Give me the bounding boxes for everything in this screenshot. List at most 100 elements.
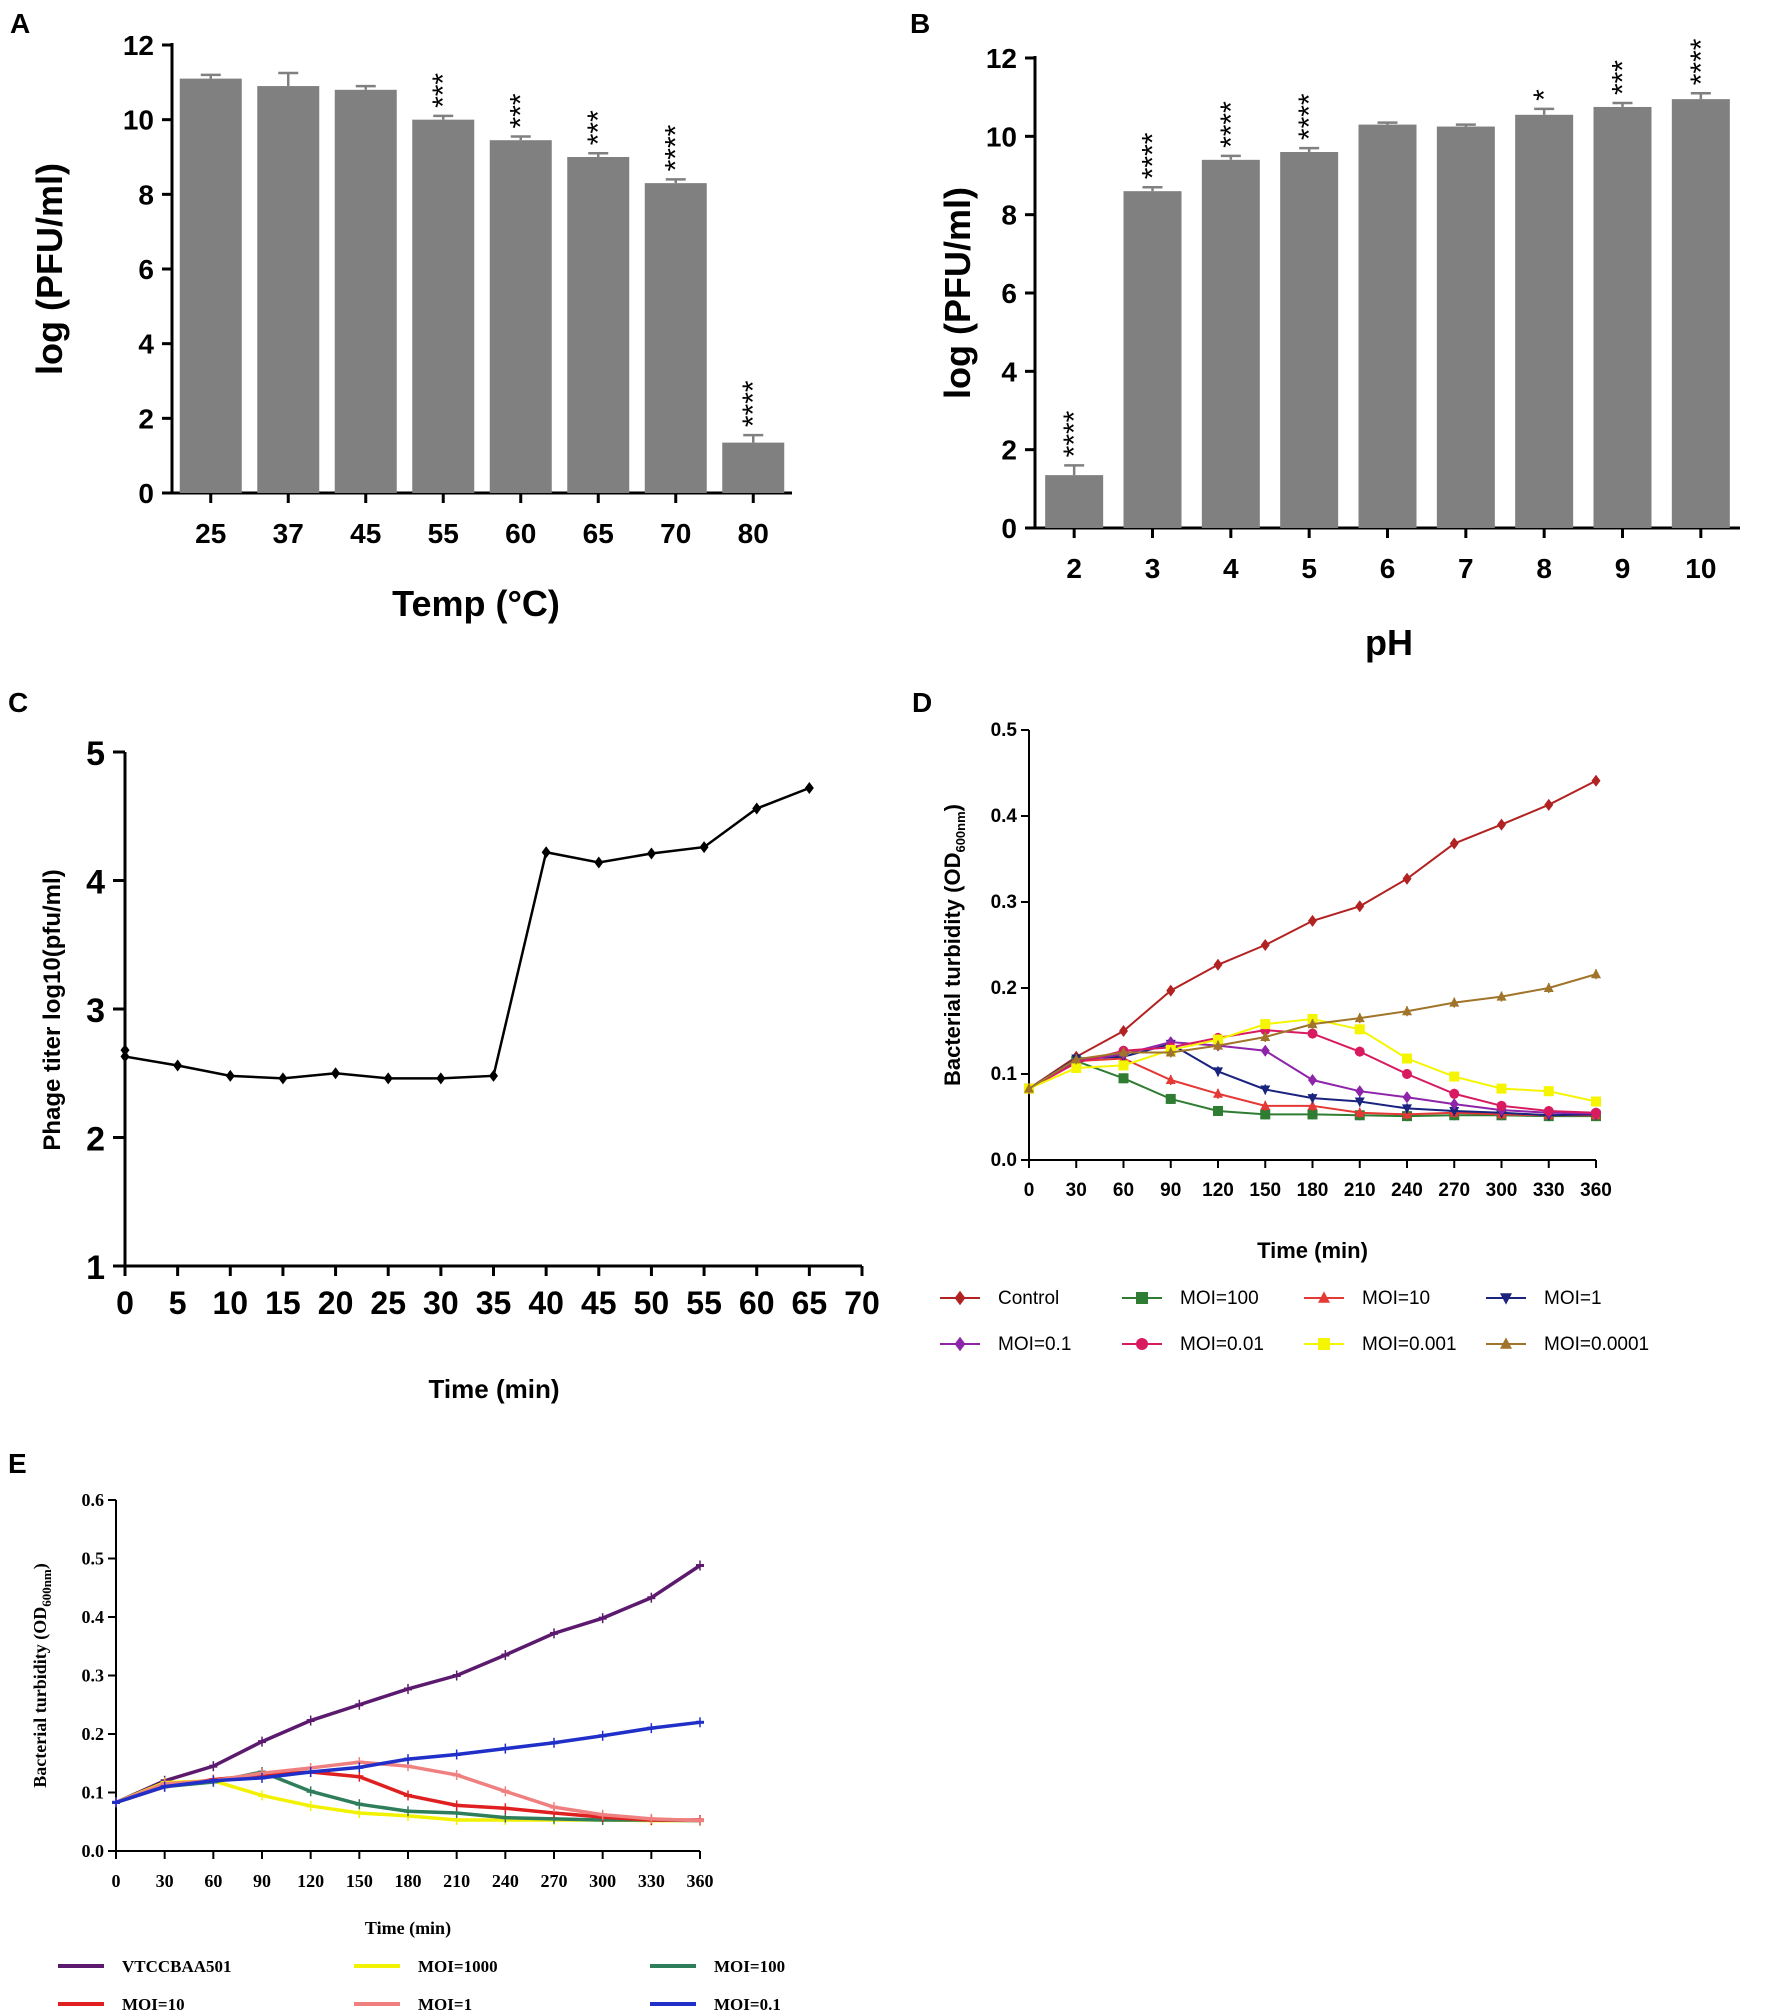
data-point <box>1260 1044 1270 1057</box>
x-tick-label: 60 <box>739 1285 775 1321</box>
data-point <box>1307 1094 1318 1104</box>
data-point <box>1307 1028 1318 1039</box>
bar-60 <box>489 140 552 493</box>
data-point <box>1402 872 1412 885</box>
legend-label: MOI=0.1 <box>714 1995 781 2014</box>
legend-item: MOI=0.1 <box>650 1995 781 2014</box>
data-point <box>1449 1098 1459 1111</box>
data-point <box>1024 1083 1034 1093</box>
data-point <box>1213 958 1223 971</box>
series-line <box>123 786 810 1080</box>
data-point <box>1497 818 1506 831</box>
y-tick-label: 0.1 <box>991 1064 1018 1085</box>
x-tick-label: 0 <box>112 1871 121 1891</box>
x-tick-label: 65 <box>583 518 614 549</box>
bar-10 <box>1671 99 1730 528</box>
data-point <box>699 841 709 854</box>
x-tick-label: 25 <box>370 1285 406 1321</box>
x-tick-label: 7 <box>1458 553 1474 584</box>
data-point <box>1308 914 1317 927</box>
data-point <box>1354 1012 1365 1023</box>
data-point <box>1260 1109 1271 1120</box>
x-tick-label: 30 <box>423 1285 459 1321</box>
data-point <box>120 1050 130 1063</box>
x-tick-label: 37 <box>273 518 304 549</box>
data-point <box>646 847 656 860</box>
x-tick-label: 4 <box>1223 553 1239 584</box>
data-point <box>1543 982 1554 992</box>
x-tick-label: 60 <box>505 518 536 549</box>
y-tick-label: 3 <box>86 992 105 1030</box>
bar-9 <box>1593 106 1652 528</box>
data-point <box>1449 837 1459 850</box>
legend-label: MOI=0.0001 <box>1544 1334 1649 1355</box>
data-point <box>1355 1085 1365 1098</box>
legend-label: MOI=0.01 <box>1180 1334 1264 1355</box>
x-tick-label: 360 <box>1580 1180 1612 1201</box>
y-tick-label: 0 <box>138 478 154 509</box>
x-tick-label: 150 <box>346 1871 373 1891</box>
x-tick-label: 30 <box>1066 1180 1087 1201</box>
data-point <box>1591 1096 1601 1107</box>
x-tick-label: 55 <box>686 1285 722 1321</box>
data-point <box>1591 774 1601 787</box>
y-tick-label: 0.4 <box>991 806 1018 827</box>
legend-marker <box>1136 1338 1148 1350</box>
x-axis-label: Time (min) <box>429 1374 560 1404</box>
data-point <box>1213 1067 1223 1077</box>
legend-item: MOI=10 <box>1304 1288 1430 1309</box>
legend-item: MOI=0.001 <box>1304 1334 1457 1355</box>
data-point <box>752 802 762 815</box>
legend-label: MOI=0.1 <box>998 1334 1071 1355</box>
legend-label: MOI=10 <box>1362 1288 1430 1309</box>
data-point <box>1354 1107 1365 1117</box>
data-point <box>1213 1034 1223 1045</box>
x-tick-label: 45 <box>581 1285 617 1321</box>
y-tick-label: 0.5 <box>991 720 1018 741</box>
y-axis-label-text: Bacterial turbidity (OD <box>940 853 965 1086</box>
y-tick-label: 4 <box>86 864 105 902</box>
y-tick-label: 10 <box>986 121 1017 152</box>
significance-marker: *** <box>1607 60 1640 95</box>
panel-E: E 0.0 0.1 0.2 0.3 0.4 0.5 0.6 0 30 60 90 120 150 180 21… <box>8 1448 785 2014</box>
y-tick-label: 0.5 <box>82 1549 105 1569</box>
x-tick-label: 210 <box>1344 1180 1376 1201</box>
data-point <box>1354 1097 1365 1108</box>
x-tick-label: 50 <box>634 1285 670 1321</box>
significance-marker: **** <box>660 124 693 171</box>
significance-marker: *** <box>505 93 538 128</box>
bar-37 <box>257 86 320 494</box>
bar-2 <box>1045 475 1104 528</box>
data-point <box>489 1069 498 1082</box>
x-tick-label: 60 <box>1113 1180 1134 1201</box>
legend-item: MOI=1 <box>1486 1288 1602 1309</box>
x-tick-label: 35 <box>476 1285 512 1321</box>
x-tick-label: 10 <box>1685 553 1716 584</box>
x-axis-label: Temp (°C) <box>392 583 560 624</box>
y-axis-label: Phage titer log10(pfu/ml) <box>39 869 66 1150</box>
x-tick-label: 150 <box>1249 1180 1281 1201</box>
x-tick-label: 330 <box>1533 1180 1565 1201</box>
legend-item: MOI=100 <box>650 1957 785 1976</box>
x-tick-label: 180 <box>1297 1180 1329 1201</box>
x-axis-label: Time (min) <box>365 1918 451 1939</box>
data-point <box>1260 1031 1271 1042</box>
bar-70 <box>644 183 707 493</box>
data-point <box>594 856 604 869</box>
panel-label: E <box>8 1448 27 1479</box>
x-tick-label: 180 <box>395 1871 422 1891</box>
y-tick-label: 0.4 <box>82 1607 105 1627</box>
y-tick-label: 2 <box>86 1121 105 1159</box>
y-tick-label: 12 <box>986 43 1017 74</box>
data-point <box>1402 1069 1412 1079</box>
legend-item: MOI=1000 <box>354 1957 498 1976</box>
legend-item: MOI=0.0001 <box>1486 1334 1649 1355</box>
x-tick-label: 70 <box>844 1285 880 1321</box>
data-point <box>120 1044 130 1057</box>
y-axis-label-end: ) <box>30 1563 51 1569</box>
data-point <box>1544 798 1554 811</box>
x-tick-label: 270 <box>541 1871 568 1891</box>
y-tick-label: 0.3 <box>82 1666 105 1686</box>
